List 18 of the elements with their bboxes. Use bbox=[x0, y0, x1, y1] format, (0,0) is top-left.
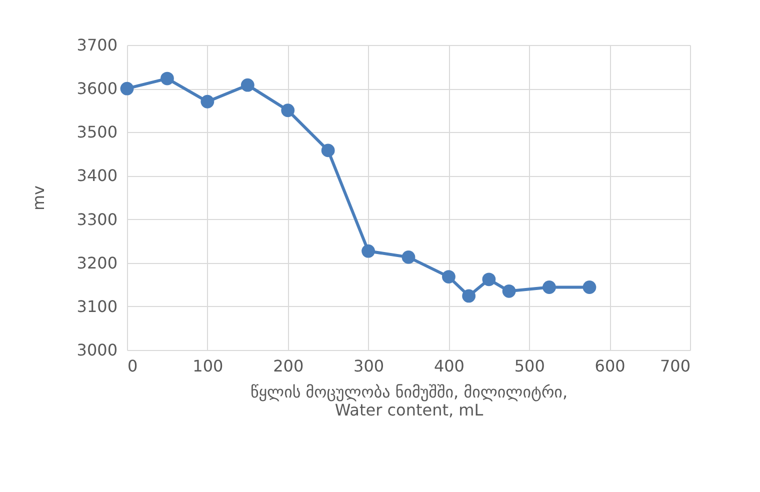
y-tick-label: 3600 bbox=[76, 79, 118, 98]
x-tick-label: 700 bbox=[660, 356, 690, 376]
x-tick-label: 600 bbox=[594, 356, 626, 376]
x-axis-title: წყლის მოცულობა ნიმუშში, მილილიტრი, Water content, mL bbox=[250, 382, 568, 420]
y-tick-label: 3700 bbox=[76, 36, 118, 54]
x-tick-label: 200 bbox=[273, 356, 304, 376]
y-tick-label: 3200 bbox=[76, 253, 118, 272]
y-axis-title: mv bbox=[28, 185, 48, 211]
y-tick-label: 3500 bbox=[76, 122, 118, 142]
y-tick-label: 3000 bbox=[76, 340, 118, 360]
x-tick-label: 300 bbox=[354, 356, 384, 376]
x-tick-label: 400 bbox=[434, 356, 464, 376]
x-tick-label: 100 bbox=[192, 356, 224, 376]
y-tick-label: 3300 bbox=[76, 210, 118, 229]
y-tick-label: 3100 bbox=[76, 296, 118, 316]
x-tick-label: 0 bbox=[128, 356, 138, 376]
x-tick-label: 500 bbox=[514, 356, 545, 376]
y-tick-label: 3400 bbox=[76, 166, 118, 186]
